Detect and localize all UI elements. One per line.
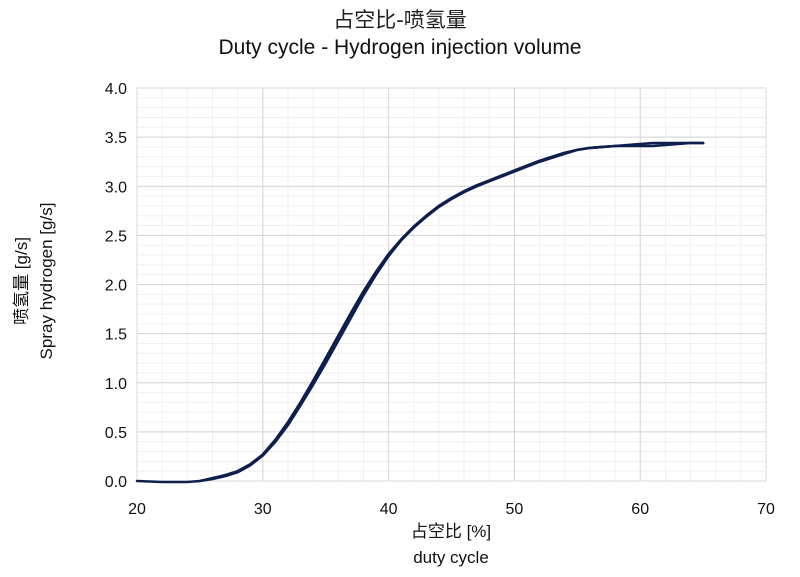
series-line-1: [135, 141, 705, 484]
x-tick-label: 50: [506, 501, 524, 518]
y-tick-label: 1.5: [105, 327, 127, 344]
y-tick-label: 0.5: [105, 425, 127, 442]
x-tick-labels: 20 30 40 50 60 70: [128, 501, 775, 518]
y-tick-label: 4.0: [105, 81, 127, 98]
x-tick-label: 40: [380, 501, 398, 518]
y-tick-label: 3.5: [105, 130, 127, 147]
y-axis-label-en: Spray hydrogen [g/s]: [37, 203, 56, 360]
x-tick-label: 20: [128, 501, 146, 518]
y-tick-label: 3.0: [105, 179, 127, 196]
y-tick-label: 2.5: [105, 228, 127, 245]
y-tick-label: 2.0: [105, 278, 127, 295]
chart-title: 占空比-喷氢量: [333, 8, 467, 32]
x-tick-label: 30: [254, 501, 272, 518]
y-tick-label: 0.0: [105, 474, 127, 491]
chart-subtitle: Duty cycle - Hydrogen injection volume: [218, 36, 582, 59]
plot-area-frame: [136, 87, 767, 482]
series-layer: [135, 141, 705, 484]
x-tick-label: 70: [757, 501, 775, 518]
y-axis-label: 喷氢量 [g/s]: [12, 237, 31, 325]
x-axis-label: 占空比 [%]: [411, 522, 491, 541]
series-line-2: [198, 141, 705, 483]
y-tick-label: 1.0: [105, 376, 127, 393]
x-axis-label-en: duty cycle: [413, 548, 489, 567]
y-tick-labels: 0.0 0.5 1.0 1.5 2.0 2.5 3.0 3.5 4.0: [105, 81, 127, 491]
x-tick-label: 60: [631, 501, 649, 518]
